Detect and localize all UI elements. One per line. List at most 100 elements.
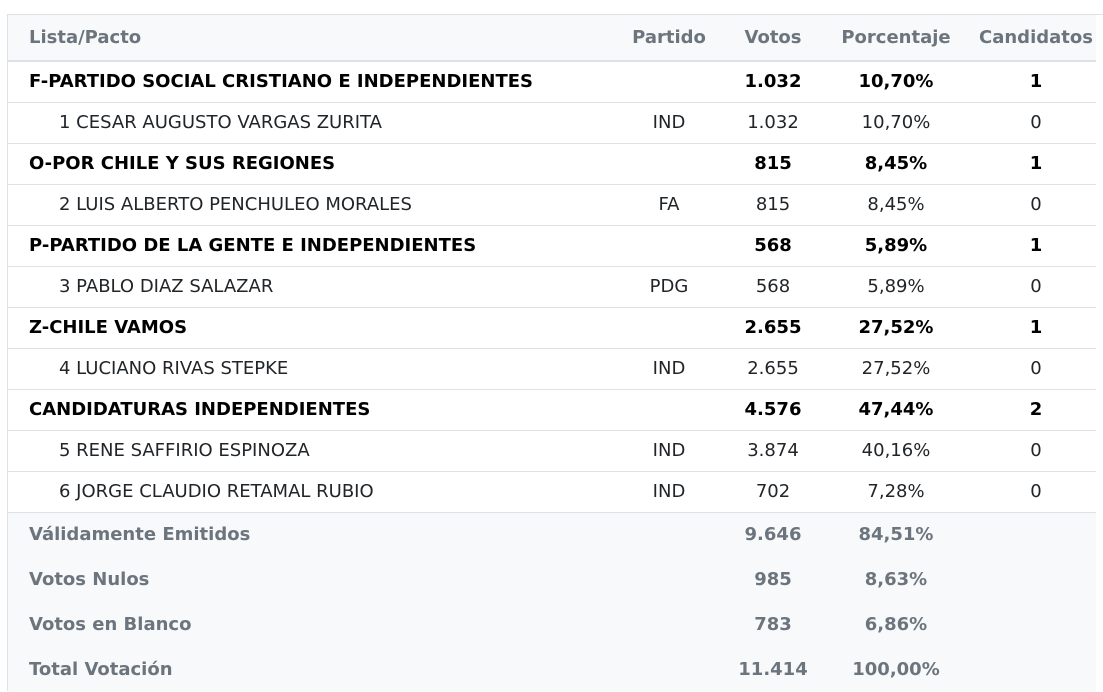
list-row: O-POR CHILE Y SUS REGIONES 815 8,45% 1 [8,142,1096,184]
percentage-cell: 40,16% [816,429,976,471]
candidate-name: 3 PABLO DIAZ SALAZAR [8,265,608,307]
percentage-cell: 8,45% [816,142,976,184]
totals-row: Votos Nulos 985 8,63% [8,557,1096,602]
list-row: Z-CHILE VAMOS 2.655 27,52% 1 [8,306,1096,348]
list-row: P-PARTIDO DE LA GENTE E INDEPENDIENTES 56… [8,224,1096,266]
candidates-cell: 1 [976,60,1096,102]
candidate-name: 1 CESAR AUGUSTO VARGAS ZURITA [8,101,608,143]
votes-cell: 815 [730,142,816,184]
totals-label: Válidamente Emitidos [8,511,608,557]
percentage-cell: 5,89% [816,224,976,266]
candidate-row: 5 RENE SAFFIRIO ESPINOZA IND 3.874 40,16% 0 [8,429,1096,471]
empty-cell [608,602,730,647]
candidate-row: 2 LUIS ALBERTO PENCHULEO MORALES FA 815 8,4… [8,183,1096,225]
empty-cell [976,511,1096,557]
empty-cell [976,602,1096,647]
candidates-cell: 1 [976,142,1096,184]
candidate-row: 3 PABLO DIAZ SALAZAR PDG 568 5,89% 0 [8,265,1096,307]
votes-cell: 2.655 [730,306,816,348]
totals-row: Votos en Blanco 783 6,86% [8,602,1096,647]
table-totals: Válidamente Emitidos 9.646 84,51% Votos Nul… [8,511,1096,692]
party-cell: PDG [608,265,730,307]
header-partido[interactable]: Partido [608,15,730,62]
candidate-row: 6 JORGE CLAUDIO RETAMAL RUBIO IND 702 7,28%… [8,470,1096,512]
votes-cell: 1.032 [730,60,816,102]
votes-cell: 815 [730,183,816,225]
percentage-cell: 10,70% [816,101,976,143]
totals-percentage: 100,00% [852,659,940,680]
candidates-cell: 2 [976,388,1096,430]
party-cell: IND [608,429,730,471]
percentage-cell: 47,44% [816,388,976,430]
totals-label: Votos Nulos [29,569,150,590]
candidates-cell: 0 [976,429,1096,471]
header-row: Lista/Pacto Partido Votos Porcentaje Can… [8,15,1096,62]
candidates-cell: 0 [976,265,1096,307]
list-row: CANDIDATURAS INDEPENDIENTES 4.576 47,44% 2 [8,388,1096,430]
percentage-cell: 10,70% [816,60,976,102]
party-cell: IND [608,347,730,389]
votes-cell: 568 [730,265,816,307]
totals-row: Total Votación 11.414 100,00% [8,647,1096,692]
candidates-cell: 0 [976,183,1096,225]
table-body: F-PARTIDO SOCIAL CRISTIANO E INDEPENDIEN… [8,60,1096,512]
header-votos[interactable]: Votos [730,15,816,62]
table-header: Lista/Pacto Partido Votos Porcentaje Can… [8,15,1096,62]
candidates-cell: 1 [976,224,1096,266]
votes-cell: 702 [730,470,816,512]
empty-cell [608,511,730,557]
list-name: O-POR CHILE Y SUS REGIONES [8,142,608,184]
empty-cell [976,557,1096,602]
totals-percentage: 84,51% [816,511,976,557]
votes-cell: 4.576 [730,388,816,430]
totals-votes: 11.414 [738,659,808,680]
list-name: Z-CHILE VAMOS [8,306,608,348]
votes-cell: 568 [730,224,816,266]
percentage-cell: 7,28% [816,470,976,512]
votes-cell: 1.032 [730,101,816,143]
candidates-cell: 0 [976,470,1096,512]
list-name: P-PARTIDO DE LA GENTE E INDEPENDIENTES [8,224,608,266]
candidate-name: 4 LUCIANO RIVAS STEPKE [8,347,608,389]
party-cell: IND [608,470,730,512]
candidate-name: 6 JORGE CLAUDIO RETAMAL RUBIO [8,470,608,512]
list-name: F-PARTIDO SOCIAL CRISTIANO E INDEPENDIEN… [8,60,608,102]
empty-cell [976,647,1096,692]
empty-cell [608,557,730,602]
votes-cell: 3.874 [730,429,816,471]
header-lista[interactable]: Lista/Pacto [8,15,608,62]
percentage-cell: 5,89% [816,265,976,307]
totals-votes: 985 [754,569,792,590]
totals-label: Total Votación [29,659,173,680]
totals-label: Votos en Blanco [29,614,192,635]
list-name: CANDIDATURAS INDEPENDIENTES [8,388,608,430]
percentage-cell: 8,45% [816,183,976,225]
candidates-cell: 0 [976,347,1096,389]
party-cell: IND [608,101,730,143]
party-cell [608,142,730,184]
totals-votes: 783 [754,614,792,635]
candidates-cell: 0 [976,101,1096,143]
candidate-name: 5 RENE SAFFIRIO ESPINOZA [8,429,608,471]
totals-percentage: 8,63% [864,569,928,590]
header-porcentaje[interactable]: Porcentaje [816,15,976,62]
totals-row: Válidamente Emitidos 9.646 84,51% [8,511,1096,557]
percentage-cell: 27,52% [816,306,976,348]
list-row: F-PARTIDO SOCIAL CRISTIANO E INDEPENDIEN… [8,60,1096,102]
party-cell [608,388,730,430]
candidate-row: 4 LUCIANO RIVAS STEPKE IND 2.655 27,52% 0 [8,347,1096,389]
party-cell [608,60,730,102]
header-candidatos[interactable]: Candidatos [976,15,1096,62]
party-cell [608,306,730,348]
candidate-row: 1 CESAR AUGUSTO VARGAS ZURITA IND 1.032 10,… [8,101,1096,143]
totals-percentage: 6,86% [864,614,928,635]
totals-votes: 9.646 [730,511,816,557]
results-table-container: Lista/Pacto Partido Votos Porcentaje Can… [7,14,1103,692]
candidate-name: 2 LUIS ALBERTO PENCHULEO MORALES [8,183,608,225]
empty-cell [608,647,730,692]
party-cell: FA [608,183,730,225]
party-cell [608,224,730,266]
percentage-cell: 27,52% [816,347,976,389]
candidates-cell: 1 [976,306,1096,348]
votes-cell: 2.655 [730,347,816,389]
